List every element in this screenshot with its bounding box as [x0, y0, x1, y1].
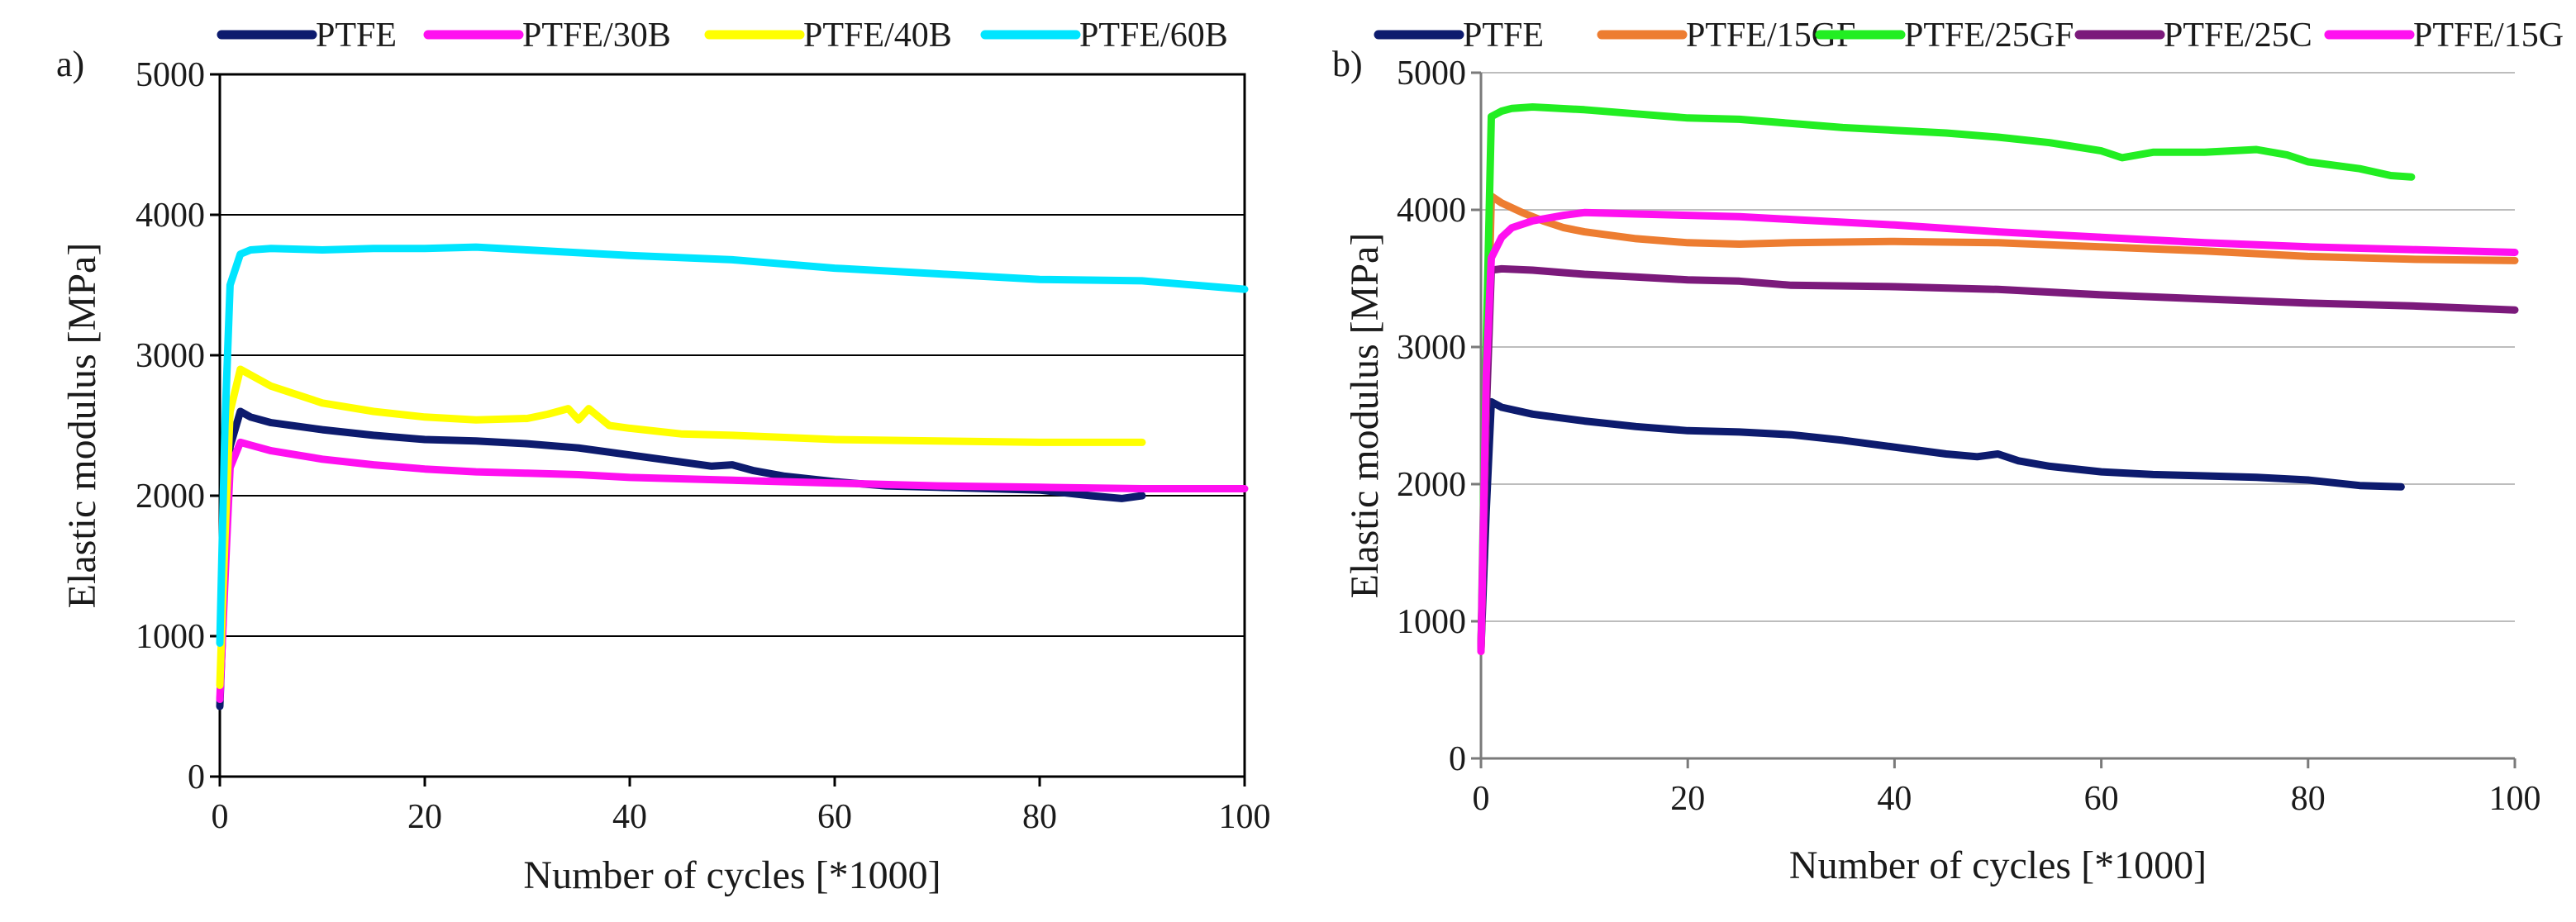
legend-label: PTFE/40B: [803, 17, 952, 55]
legend-label: PTFE/60B: [1079, 17, 1228, 55]
panel-label: b): [1332, 44, 1363, 84]
x-axis-title: Number of cycles [*1000]: [523, 853, 940, 897]
x-tick-label: 100: [2489, 780, 2541, 818]
y-tick-label: 1000: [136, 618, 205, 656]
y-tick-label: 5000: [136, 56, 205, 94]
x-tick-label: 40: [1877, 780, 1912, 818]
x-tick-label: 80: [1022, 798, 1057, 836]
x-axis-title: Number of cycles [*1000]: [1789, 844, 2207, 887]
x-tick-label: 40: [612, 798, 647, 836]
legend-label: PTFE: [316, 17, 397, 55]
y-tick-label: 5000: [1397, 55, 1466, 93]
legend-label: PTFE/25C: [2164, 17, 2312, 55]
x-tick-label: 60: [2084, 780, 2119, 818]
x-tick-label: 0: [1473, 780, 1490, 818]
y-tick-label: 0: [1449, 740, 1466, 778]
x-tick-label: 20: [407, 798, 442, 836]
legend-label: PTFE/15G: [2413, 17, 2564, 55]
panel-label: a): [56, 44, 84, 84]
panel-a-chart: 0 1000 2000 3000 4000 5000 0 20 40 60 80 100 Number …: [56, 17, 1271, 897]
y-tick-label: 3000: [1397, 329, 1466, 367]
series-line-ptfe: [1477, 397, 2405, 653]
panel-b-chart: 0 1000 2000 3000 4000 5000 0 20 40 60 80 100 Number …: [1332, 17, 2564, 887]
series-line-ptfe-15gf: [1477, 192, 2519, 655]
y-tick-label: 2000: [136, 478, 205, 516]
legend-label: PTFE: [1463, 17, 1544, 55]
y-tick-label: 3000: [136, 337, 205, 375]
series-line-ptfe-60b: [216, 243, 1249, 647]
series-line-ptfe-25c: [1477, 264, 2519, 653]
series-line-ptfe-30b: [216, 438, 1249, 703]
series-line-ptfe-25gf: [1477, 103, 2416, 653]
x-tick-label: 0: [212, 798, 229, 836]
y-tick-label: 4000: [136, 197, 205, 235]
y-tick-label: 1000: [1397, 603, 1466, 641]
y-tick-label: 0: [188, 758, 205, 796]
y-tick-label: 2000: [1397, 466, 1466, 504]
x-tick-label: 60: [817, 798, 852, 836]
legend-label: PTFE/30B: [522, 17, 671, 55]
x-tick-label: 20: [1670, 780, 1705, 818]
y-axis-title: Elastic modulus [MPa]: [60, 243, 104, 609]
y-tick-label: 4000: [1397, 192, 1466, 230]
y-axis-title: Elastic modulus [MPa]: [1343, 233, 1387, 599]
x-tick-label: 80: [2291, 780, 2326, 818]
x-tick-label: 100: [1219, 798, 1271, 836]
legend-label: PTFE/25GF: [1904, 17, 2074, 55]
series-line-ptfe-40b: [216, 365, 1146, 689]
series-line-ptfe-15g: [1477, 208, 2519, 655]
plot-frame: [218, 73, 1246, 778]
